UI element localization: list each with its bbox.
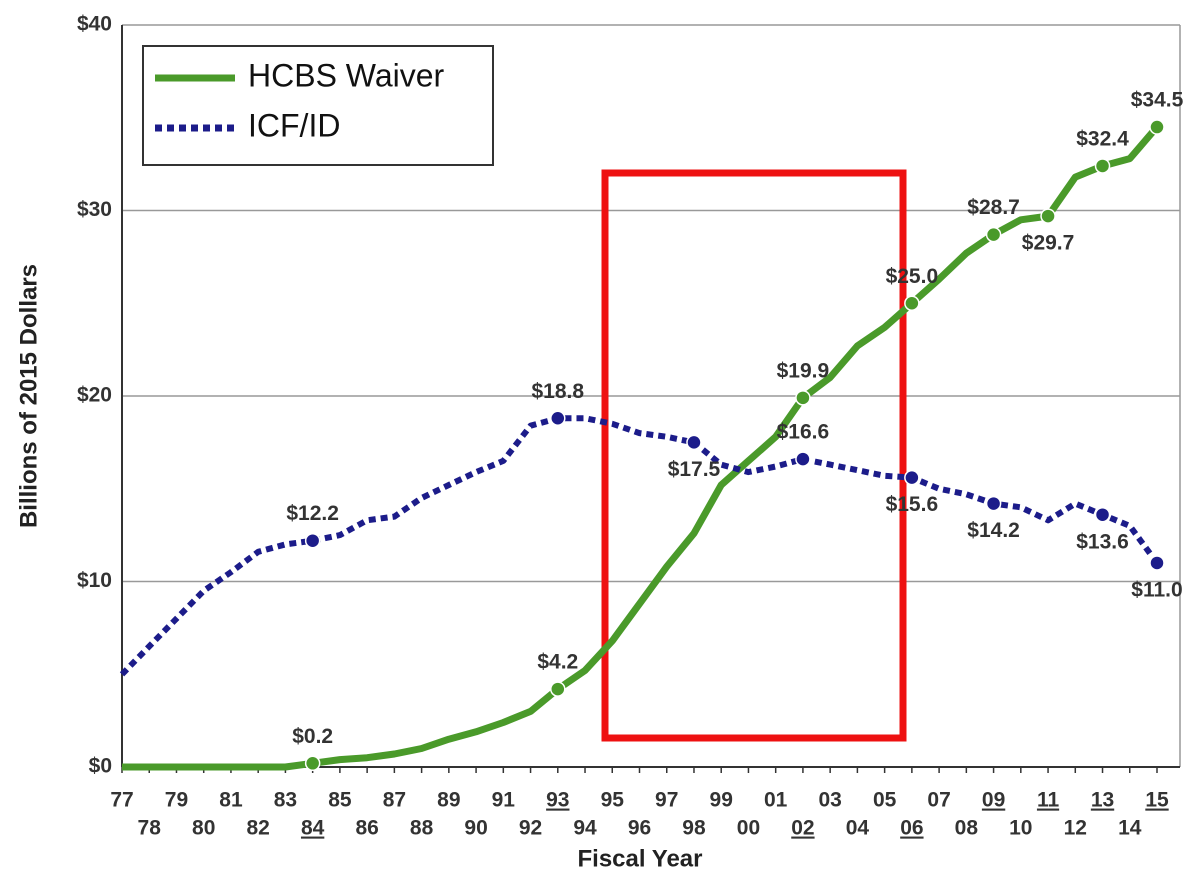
x-tick-label: 87 [383,789,406,812]
x-tick-label: 88 [410,817,434,840]
point-marker [550,410,566,427]
legend-label: HCBS Waiver [248,57,445,93]
point-marker [304,532,321,549]
x-tick-label: 14 [1118,817,1142,840]
data-label: $13.6 [1076,530,1129,553]
y-tick-label: $30 [77,198,112,221]
data-label: $12.2 [286,502,339,525]
x-tick-label: 01 [764,789,788,812]
data-label: $11.0 [1131,578,1182,601]
x-tick-label: 12 [1064,817,1087,840]
data-label: $18.8 [532,380,585,403]
x-tick-label: 78 [138,817,162,840]
data-label: $19.9 [777,359,830,382]
x-tick-label: 15 [1145,789,1169,812]
x-tick-label: 96 [628,817,651,840]
y-tick-label: $10 [77,569,112,592]
x-tick-label: 08 [955,817,979,840]
y-tick-label: $0 [89,755,112,778]
x-tick-label: 10 [1009,817,1032,840]
x-tick-label: 95 [601,789,625,812]
x-tick-label: 86 [355,817,378,840]
y-axis-label: Billions of 2015 Dollars [15,264,42,528]
data-label: $15.6 [886,493,939,516]
x-tick-label: 81 [219,789,243,812]
point-marker [795,451,811,467]
point-marker [1149,555,1165,571]
point-marker [904,295,920,311]
x-tick-label: 80 [192,817,215,840]
x-tick-label: 93 [546,789,569,812]
point-marker [1094,506,1111,523]
x-tick-label: 97 [655,789,678,812]
point-marker [904,469,920,486]
point-marker [304,755,321,772]
series-line [122,124,1160,771]
x-tick-label: 82 [247,817,270,840]
point-marker [795,390,811,406]
x-tick-label: 77 [110,789,133,812]
data-label: $34.5 [1131,89,1184,112]
x-tick-label: 03 [818,789,841,812]
data-label: $28.7 [967,196,1020,219]
point-marker [686,434,702,451]
x-tick-label: 99 [710,789,733,812]
x-tick-label: 83 [274,789,297,812]
x-tick-label: 84 [301,817,325,840]
x-tick-label: 04 [846,817,870,840]
x-tick-label: 09 [982,789,1005,812]
x-tick-label: 90 [464,817,487,840]
x-tick-label: 85 [328,789,352,812]
point-marker [985,226,1002,243]
legend-label: ICF/ID [248,107,340,143]
x-tick-label: 06 [900,817,923,840]
x-tick-label: 02 [791,817,814,840]
data-label: $16.6 [777,421,830,444]
x-tick-label: 00 [737,817,760,840]
y-tick-label: $40 [77,13,112,36]
x-tick-label: 98 [682,817,706,840]
point-marker [1149,119,1165,135]
x-tick-label: 89 [437,789,460,812]
point-marker [1040,208,1056,224]
x-tick-label: 92 [519,817,542,840]
data-label: $32.4 [1076,128,1129,151]
x-tick-label: 79 [165,789,188,812]
data-label: $17.5 [668,458,721,481]
y-tick-label: $20 [77,384,112,407]
x-tick-label: 91 [492,789,516,812]
x-tick-label: 13 [1091,789,1114,812]
x-tick-label: 11 [1037,789,1060,812]
highlight-box [601,169,907,742]
x-tick-label: 05 [873,789,897,812]
point-marker [550,681,566,697]
data-label: $0.2 [292,725,333,748]
data-label: $14.2 [967,519,1020,542]
x-axis-label: Fiscal Year [578,845,703,872]
x-tick-label: 07 [927,789,950,812]
data-label: $4.2 [537,651,578,674]
data-label: $25.0 [886,265,939,288]
point-marker [1094,158,1111,174]
legend-box [142,45,494,166]
series-line [119,415,1160,677]
x-tick-label: 94 [573,817,597,840]
data-label: $29.7 [1022,232,1075,255]
point-marker [985,495,1002,512]
